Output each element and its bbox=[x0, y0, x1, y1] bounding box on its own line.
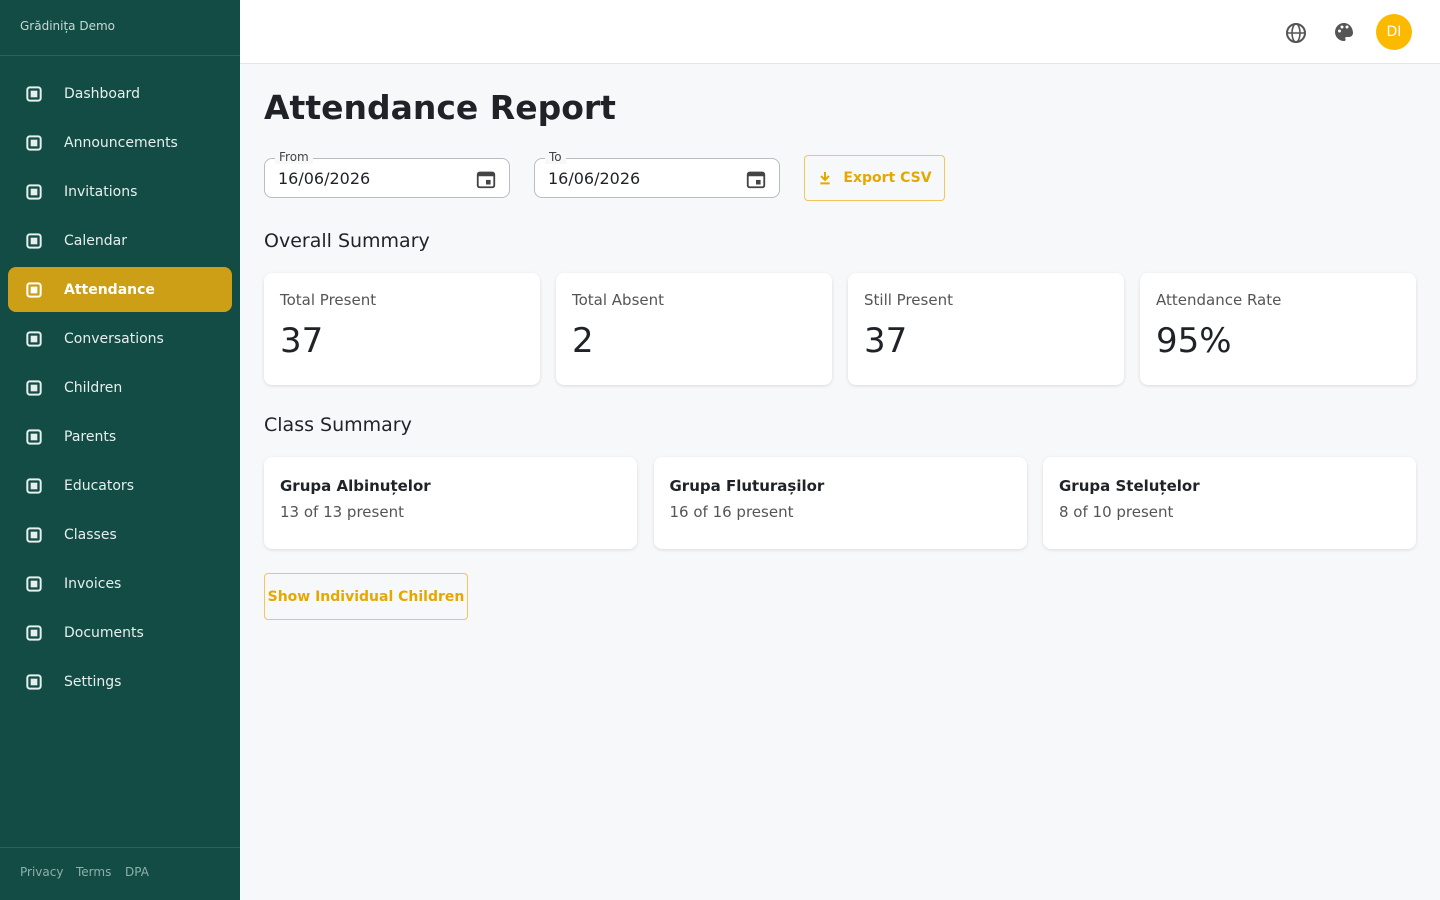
nav-item[interactable]: Parents bbox=[8, 414, 232, 459]
summary-card: Attendance Rate 95% bbox=[1140, 273, 1416, 385]
nav-label: Documents bbox=[64, 624, 144, 641]
button-label: Export CSV bbox=[843, 170, 932, 186]
nav-item[interactable]: Conversations bbox=[8, 316, 232, 361]
card-value: 37 bbox=[864, 321, 908, 361]
card-value: 95% bbox=[1156, 321, 1232, 361]
card-label: Still Present bbox=[864, 291, 953, 309]
nav-item[interactable]: Documents bbox=[8, 610, 232, 655]
class-card: Grupa Steluțelor 8 of 10 present bbox=[1043, 457, 1416, 549]
nav-label: Parents bbox=[64, 428, 117, 445]
nav-item[interactable]: Dashboard bbox=[8, 71, 232, 116]
nav-icon bbox=[26, 330, 42, 347]
nav-icon bbox=[26, 379, 42, 396]
nav-item[interactable]: Educators bbox=[8, 463, 232, 508]
date-to[interactable]: To 16/06/2026 bbox=[534, 150, 780, 198]
footer-link[interactable]: Terms bbox=[76, 865, 112, 879]
class-status: 8 of 10 present bbox=[1059, 503, 1174, 521]
nav-icon bbox=[26, 477, 42, 494]
nav-icon bbox=[26, 183, 42, 200]
nav-icon bbox=[26, 673, 42, 690]
class-name: Grupa Steluțelor bbox=[1059, 477, 1200, 495]
brand: Grădinița Demo bbox=[20, 19, 116, 33]
nav-label: Attendance bbox=[64, 281, 155, 298]
summary-card: Total Absent 2 bbox=[556, 273, 832, 385]
card-label: Total Present bbox=[280, 291, 377, 309]
language-icon[interactable] bbox=[1284, 21, 1308, 45]
top-bar: DI bbox=[240, 0, 1440, 64]
field-value: 16/06/2026 bbox=[548, 169, 641, 188]
nav-label: Calendar bbox=[64, 232, 127, 249]
footer-link[interactable]: DPA bbox=[125, 865, 149, 879]
section-heading: Class Summary bbox=[264, 414, 412, 436]
button-label: Show Individual Children bbox=[267, 588, 465, 605]
class-status: 16 of 16 present bbox=[669, 503, 794, 521]
nav-label: Dashboard bbox=[64, 85, 140, 102]
nav-icon bbox=[26, 624, 42, 641]
card-label: Attendance Rate bbox=[1156, 291, 1282, 309]
nav-item[interactable]: Attendance bbox=[8, 267, 232, 312]
calendar-icon[interactable] bbox=[475, 168, 497, 190]
nav-item[interactable]: Announcements bbox=[8, 120, 232, 165]
summary-card: Total Present 37 bbox=[264, 273, 540, 385]
date-from[interactable]: From 16/06/2026 bbox=[264, 150, 510, 198]
nav-label: Invitations bbox=[64, 183, 138, 200]
card-value: 37 bbox=[280, 321, 324, 361]
nav-icon bbox=[26, 428, 42, 445]
calendar-icon[interactable] bbox=[745, 168, 767, 190]
divider bbox=[0, 847, 240, 848]
show-children-button[interactable]: Show Individual Children bbox=[264, 573, 468, 620]
download-icon bbox=[820, 172, 831, 185]
divider bbox=[0, 55, 240, 56]
card-label: Total Absent bbox=[572, 291, 665, 309]
nav-label: Conversations bbox=[64, 330, 164, 347]
field-value: 16/06/2026 bbox=[278, 169, 371, 188]
class-card: Grupa Fluturașilor 16 of 16 present bbox=[653, 457, 1027, 549]
class-name: Grupa Albinuțelor bbox=[280, 477, 431, 495]
class-card: Grupa Albinuțelor 13 of 13 present bbox=[264, 457, 637, 549]
section-heading: Overall Summary bbox=[264, 230, 430, 252]
avatar[interactable]: DI bbox=[1376, 14, 1412, 50]
nav-label: Announcements bbox=[64, 134, 178, 151]
nav-item[interactable]: Settings bbox=[8, 659, 232, 704]
nav-icon bbox=[26, 85, 42, 102]
nav-item[interactable]: Classes bbox=[8, 512, 232, 557]
nav-icon bbox=[26, 232, 42, 249]
class-status: 13 of 13 present bbox=[280, 503, 404, 521]
class-name: Grupa Fluturașilor bbox=[669, 477, 825, 495]
footer-link[interactable]: Privacy bbox=[20, 865, 64, 879]
nav-item[interactable]: Invoices bbox=[8, 561, 232, 606]
card-value: 2 bbox=[572, 321, 594, 361]
sidebar: Grădinița Demo Dashboard Announcements Inv… bbox=[0, 0, 240, 900]
nav-item[interactable]: Children bbox=[8, 365, 232, 410]
export-button[interactable]: Export CSV bbox=[804, 155, 945, 201]
field-label: To bbox=[545, 150, 566, 164]
theme-icon[interactable] bbox=[1332, 20, 1356, 44]
nav-icon bbox=[26, 575, 42, 592]
nav-icon bbox=[26, 526, 42, 543]
summary-card: Still Present 37 bbox=[848, 273, 1124, 385]
nav-icon bbox=[26, 134, 42, 151]
nav-label: Children bbox=[64, 379, 123, 396]
nav-label: Educators bbox=[64, 477, 134, 494]
nav-item[interactable]: Calendar bbox=[8, 218, 232, 263]
page-title: Attendance Report bbox=[264, 88, 616, 127]
field-label: From bbox=[275, 150, 313, 164]
nav-label: Invoices bbox=[64, 575, 122, 592]
nav-icon bbox=[26, 281, 42, 298]
nav-label: Classes bbox=[64, 526, 117, 543]
nav-label: Settings bbox=[64, 673, 122, 690]
nav-item[interactable]: Invitations bbox=[8, 169, 232, 214]
